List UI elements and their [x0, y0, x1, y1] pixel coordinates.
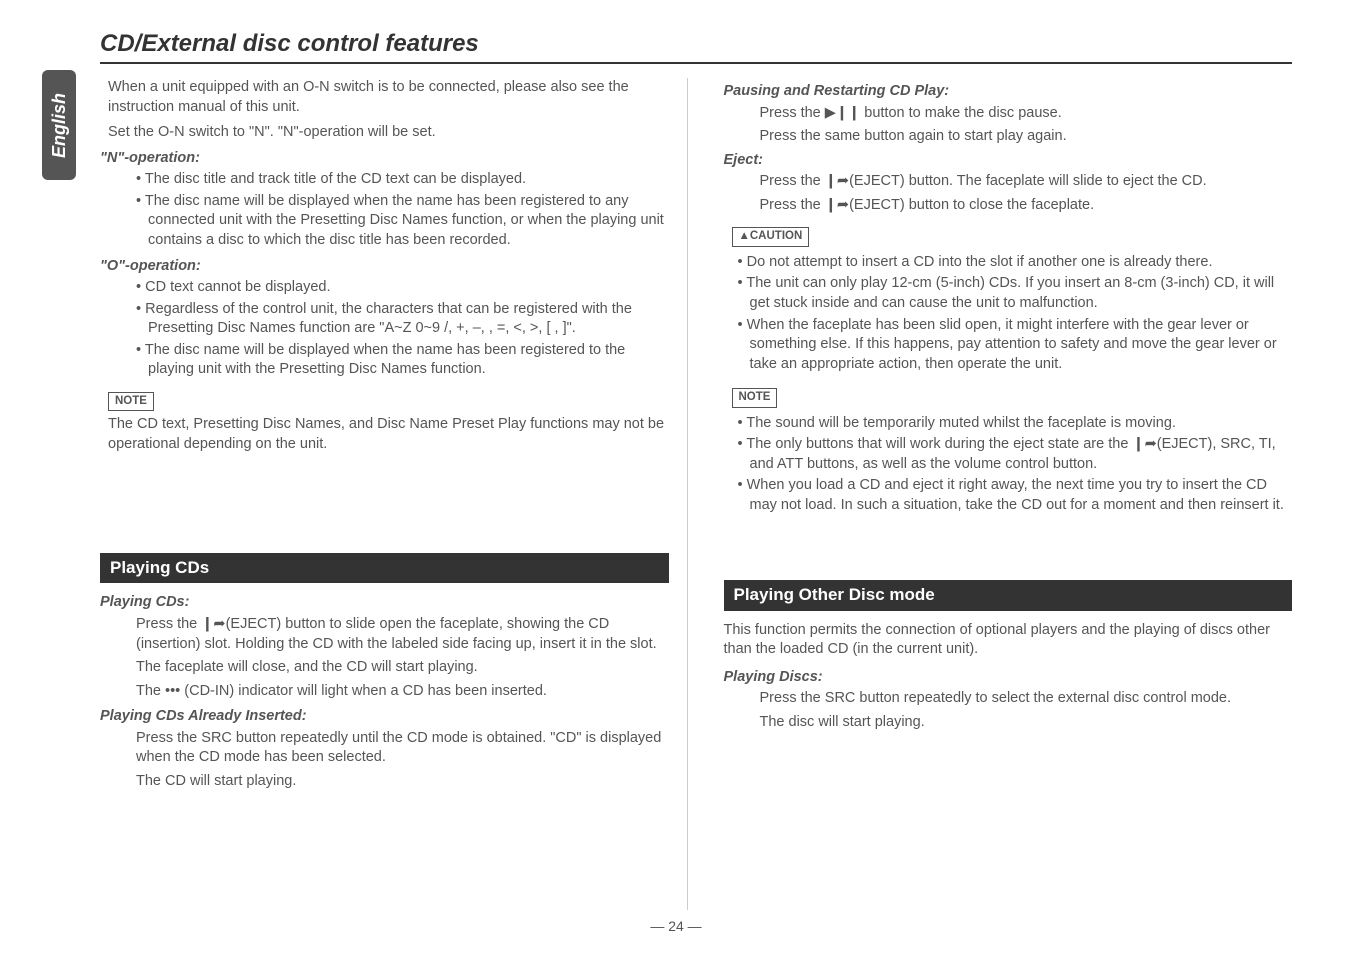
- list-item: The disc name will be displayed when the…: [136, 192, 669, 251]
- columns: When a unit equipped with an O-N switch …: [100, 78, 1292, 910]
- text: Press the: [760, 197, 825, 213]
- eject-p2: Press the ❙➦(EJECT) button to close the …: [760, 196, 1293, 216]
- caution-bullets: Do not attempt to insert a CD into the s…: [738, 253, 1293, 374]
- note-bullets: The sound will be temporarily muted whil…: [738, 414, 1293, 516]
- playing-discs-p1: Press the SRC button repeatedly to selec…: [760, 689, 1293, 709]
- eject-icon: ❙➦: [201, 616, 225, 632]
- playing-cds-p3: The ••• (CD-IN) indicator will light whe…: [136, 682, 669, 702]
- list-item: When you load a CD and eject it right aw…: [738, 476, 1293, 515]
- eject-head: Eject:: [724, 151, 1293, 171]
- other-disc-intro: This function permits the connection of …: [724, 621, 1293, 660]
- list-item: The disc title and track title of the CD…: [136, 170, 669, 190]
- pause-p2: Press the same button again to start pla…: [760, 127, 1293, 147]
- playing-inserted-p2: The CD will start playing.: [136, 772, 669, 792]
- list-item: When the faceplate has been slid open, i…: [738, 316, 1293, 375]
- eject-p1: Press the ❙➦(EJECT) button. The faceplat…: [760, 172, 1293, 192]
- list-item: Regardless of the control unit, the char…: [136, 300, 669, 339]
- section-other-disc: Playing Other Disc mode: [724, 580, 1293, 611]
- n-operation-bullets: The disc title and track title of the CD…: [136, 170, 669, 250]
- intro-1: When a unit equipped with an O-N switch …: [108, 78, 669, 117]
- playing-inserted-p1: Press the SRC button repeatedly until th…: [136, 729, 669, 768]
- o-operation-bullets: CD text cannot be displayed. Regardless …: [136, 278, 669, 380]
- pause-p1: Press the ▶❙❙ button to make the disc pa…: [760, 104, 1293, 124]
- note-box-right: NOTE: [732, 388, 778, 408]
- note-box: NOTE: [108, 392, 154, 412]
- pause-head: Pausing and Restarting CD Play:: [724, 82, 1293, 102]
- playing-discs-head: Playing Discs:: [724, 668, 1293, 688]
- playing-cds-p1: Press the ❙➦(EJECT) button to slide open…: [136, 615, 669, 654]
- playing-cds-p2: The faceplate will close, and the CD wil…: [136, 658, 669, 678]
- n-operation-head: "N"-operation:: [100, 149, 669, 169]
- language-label: English: [49, 92, 70, 157]
- language-tab: English: [42, 70, 76, 180]
- list-item: The unit can only play 12-cm (5-inch) CD…: [738, 274, 1293, 313]
- o-operation-head: "O"-operation:: [100, 257, 669, 277]
- list-item: The only buttons that will work during t…: [738, 435, 1293, 474]
- right-column: Pausing and Restarting CD Play: Press th…: [724, 78, 1293, 910]
- list-item: The sound will be temporarily muted whil…: [738, 414, 1293, 434]
- note-text: The CD text, Presetting Disc Names, and …: [108, 415, 669, 454]
- page-number: — 24 —: [60, 910, 1292, 934]
- text: (EJECT) button. The faceplate will slide…: [849, 173, 1207, 189]
- text: The only buttons that will work during t…: [746, 436, 1132, 452]
- intro-2: Set the O-N switch to "N". "N"-operation…: [108, 123, 669, 143]
- eject-icon: ❙➦: [825, 173, 849, 189]
- eject-icon: ❙➦: [825, 197, 849, 213]
- page: CD/External disc control features When a…: [0, 0, 1352, 954]
- list-item: Do not attempt to insert a CD into the s…: [738, 253, 1293, 273]
- list-item: CD text cannot be displayed.: [136, 278, 669, 298]
- text: (EJECT) button to close the faceplate.: [849, 197, 1094, 213]
- text: Press the: [760, 173, 825, 189]
- playing-cds-head: Playing CDs:: [100, 593, 669, 613]
- playing-discs-p2: The disc will start playing.: [760, 713, 1293, 733]
- text: Press the: [760, 105, 825, 121]
- playing-inserted-head: Playing CDs Already Inserted:: [100, 707, 669, 727]
- caution-box: ▲CAUTION: [732, 227, 810, 247]
- play-pause-icon: ▶❙❙: [825, 105, 860, 121]
- section-playing-cds: Playing CDs: [100, 553, 669, 584]
- text: Press the: [136, 616, 201, 632]
- text: button to make the disc pause.: [860, 105, 1062, 121]
- page-title: CD/External disc control features: [100, 30, 1292, 64]
- eject-icon: ❙➦: [1132, 436, 1156, 452]
- left-column: When a unit equipped with an O-N switch …: [100, 78, 688, 910]
- list-item: The disc name will be displayed when the…: [136, 341, 669, 380]
